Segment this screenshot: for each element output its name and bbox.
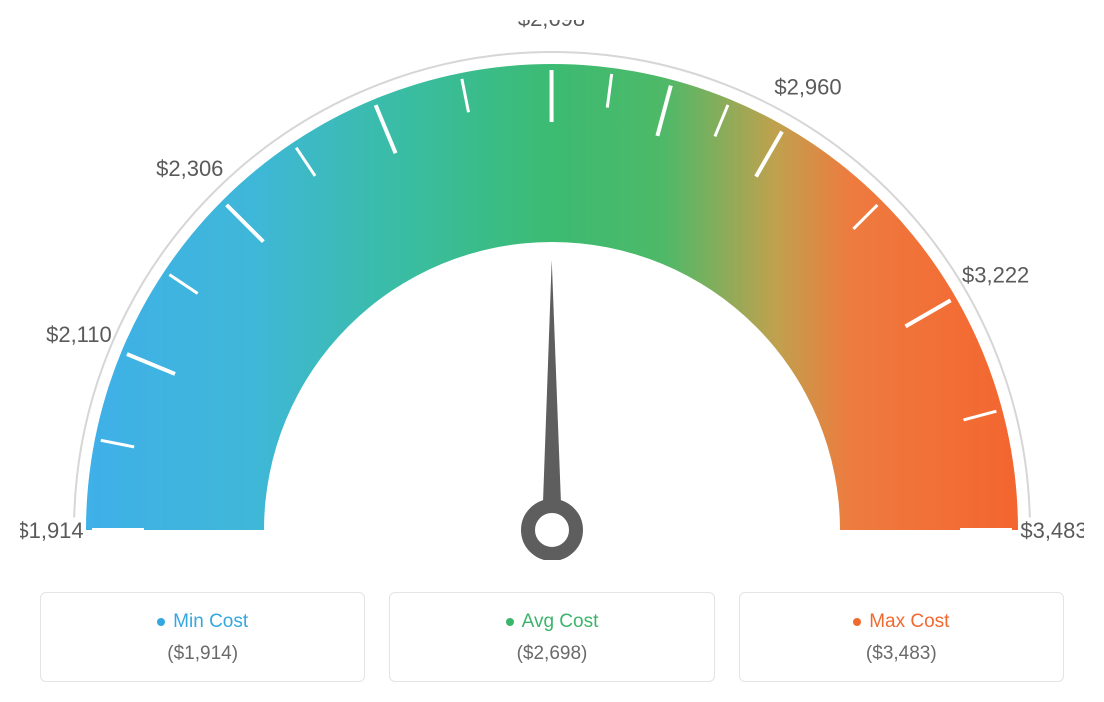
legend-dot-min: [157, 618, 165, 626]
gauge-scale-label: $1,914: [20, 518, 84, 543]
legend-row: Min Cost ($1,914) Avg Cost ($2,698) Max …: [20, 592, 1084, 682]
gauge-scale-label: $2,110: [46, 322, 112, 347]
legend-title-max: Max Cost: [869, 611, 949, 633]
gauge-needle-hub: [528, 506, 576, 554]
gauge-needle: [542, 260, 562, 530]
legend-card-min: Min Cost ($1,914): [40, 592, 365, 682]
legend-dot-avg: [506, 618, 514, 626]
gauge-scale-label: $2,306: [156, 156, 223, 181]
legend-value-min: ($1,914): [61, 643, 344, 665]
legend-dot-max: [853, 618, 861, 626]
gauge-scale-label: $3,222: [962, 262, 1029, 287]
gauge-scale-label: $2,960: [774, 75, 841, 100]
legend-value-avg: ($2,698): [410, 643, 693, 665]
legend-card-max: Max Cost ($3,483): [739, 592, 1064, 682]
gauge-svg: $1,914 $2,110 $2,306 $2,698 $2,960 $3,222 $3,4…: [20, 20, 1084, 560]
legend-card-avg: Avg Cost ($2,698): [389, 592, 714, 682]
legend-value-max: ($3,483): [760, 643, 1043, 665]
gauge-scale-label: $2,698: [518, 20, 585, 31]
gauge-scale-label: $3,483: [1020, 518, 1084, 543]
legend-title-avg: Avg Cost: [522, 611, 599, 633]
cost-gauge-chart: $1,914 $2,110 $2,306 $2,698 $2,960 $3,222 $3,4…: [20, 20, 1084, 682]
legend-title-min: Min Cost: [173, 611, 248, 633]
